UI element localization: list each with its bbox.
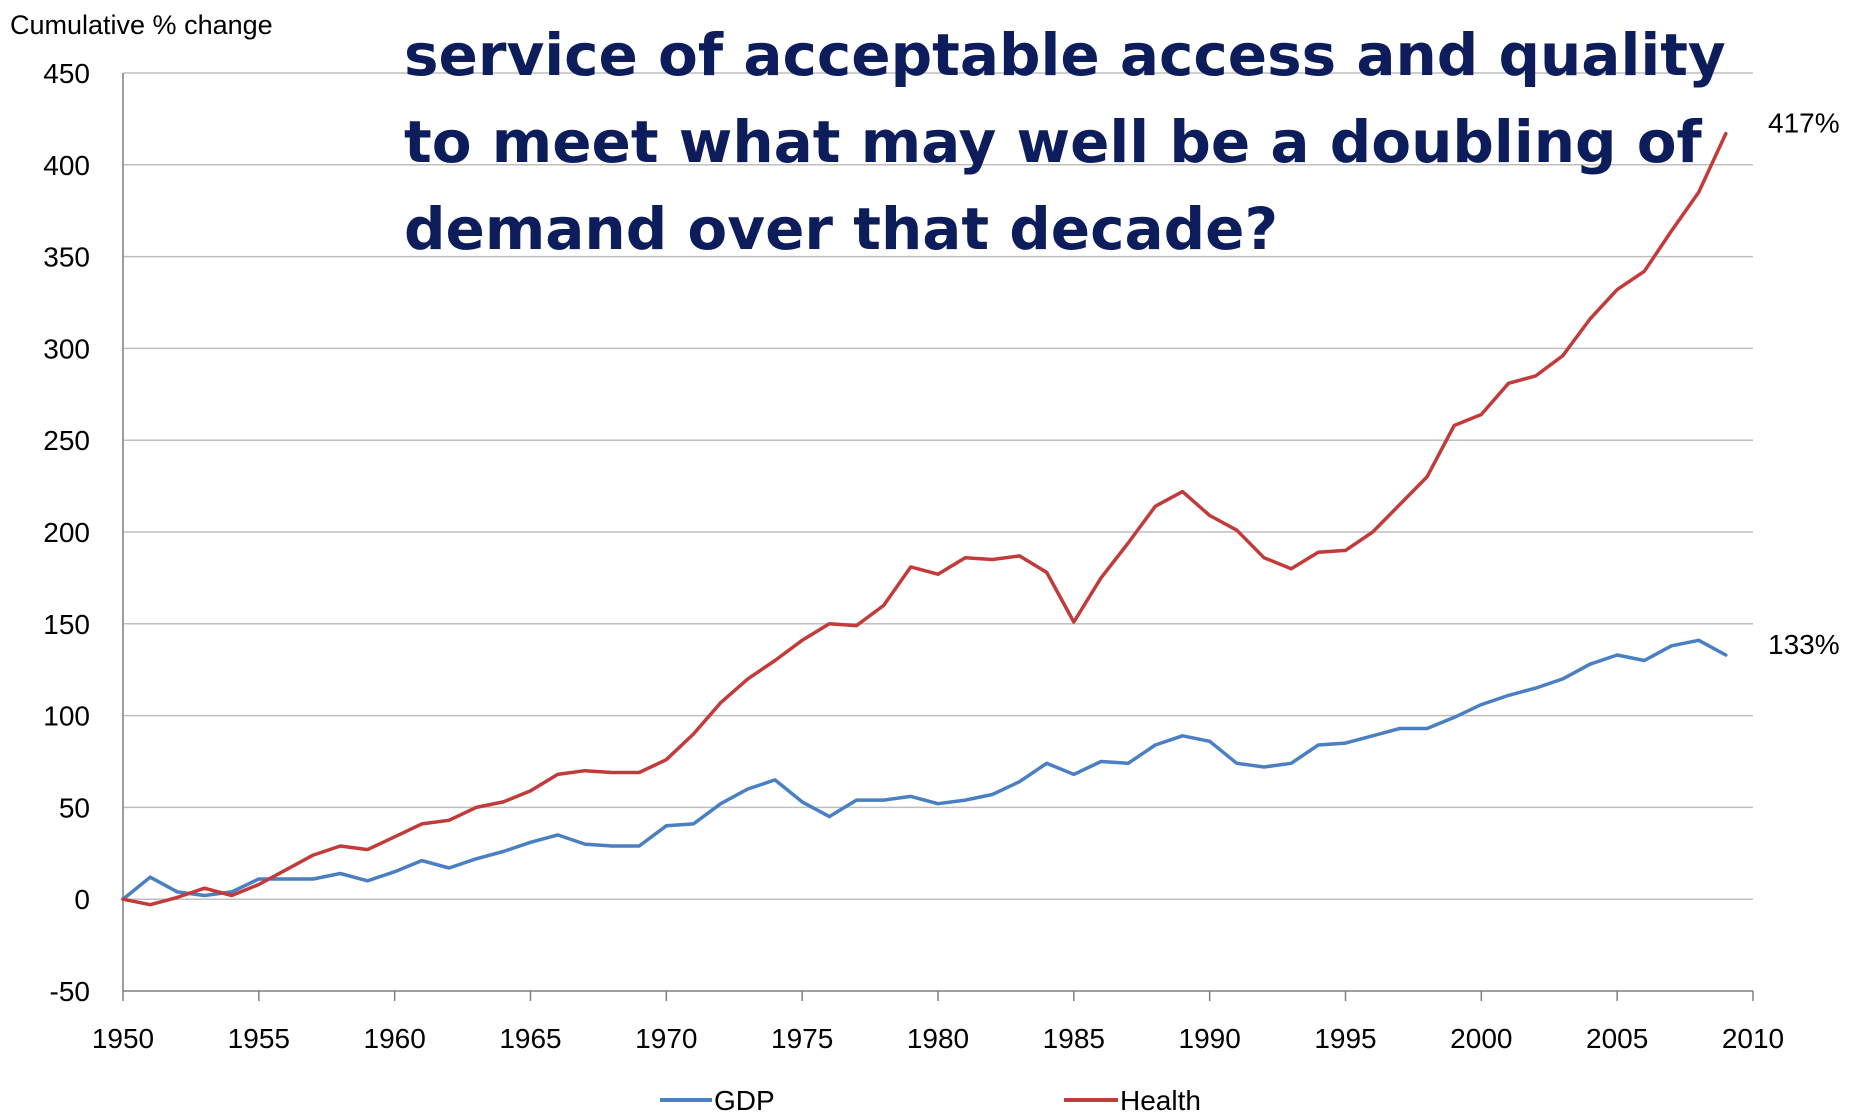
y-tick-label: 350	[43, 242, 90, 273]
x-tick-label: 1950	[92, 1023, 154, 1054]
x-tick-label: 2005	[1586, 1023, 1648, 1054]
y-tick-label: 200	[43, 517, 90, 548]
x-tick-label: 1975	[771, 1023, 833, 1054]
x-tick-label: 1960	[364, 1023, 426, 1054]
gridlines	[123, 72, 1753, 900]
axes: Cumulative % change -50 0 50 100 150 200 250 30…	[10, 10, 1784, 1054]
y-tick-label: -50	[50, 976, 90, 1007]
headline-line-3: demand over that decade?	[404, 195, 1278, 263]
y-axis-title: Cumulative % change	[10, 10, 273, 40]
x-tick-label: 2010	[1722, 1023, 1784, 1054]
x-tick-label: 1955	[228, 1023, 290, 1054]
x-tick-label: 1995	[1314, 1023, 1376, 1054]
x-tick-label: 1965	[499, 1023, 561, 1054]
series-line-gdp	[121, 638, 1728, 901]
series-lines	[121, 131, 1728, 907]
y-tick-label: 50	[59, 792, 90, 823]
headline-line-1: service of acceptable access and quality	[404, 21, 1726, 89]
x-tick-label: 1990	[1179, 1023, 1241, 1054]
y-tick-label: 100	[43, 701, 90, 732]
y-tick-label: 250	[43, 425, 90, 456]
y-tick-label: 150	[43, 609, 90, 640]
end-label-health: 417%	[1768, 108, 1840, 139]
y-tick-label: 0	[74, 884, 90, 915]
y-tick-label: 400	[43, 150, 90, 181]
legend-label-health: Health	[1120, 1085, 1201, 1113]
headline: service of acceptable access and quality…	[404, 21, 1726, 263]
x-tick-label: 1985	[1043, 1023, 1105, 1054]
end-label-gdp: 133%	[1768, 629, 1840, 660]
series-line-health	[121, 131, 1728, 907]
end-labels: 133% 417%	[1768, 108, 1840, 660]
x-tick-label: 1970	[635, 1023, 697, 1054]
headline-line-2: to meet what may well be a doubling of	[404, 108, 1703, 176]
legend: GDP Health	[660, 1085, 1201, 1113]
x-tick-label: 1980	[907, 1023, 969, 1054]
y-tick-label: 450	[43, 58, 90, 89]
legend-label-gdp: GDP	[714, 1085, 775, 1113]
y-tick-label: 300	[43, 333, 90, 364]
x-tick-label: 2000	[1450, 1023, 1512, 1054]
